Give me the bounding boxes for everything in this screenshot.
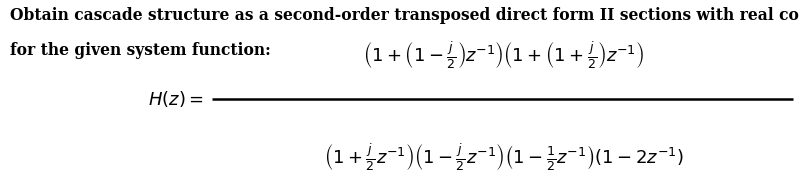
Text: $H(z) =$: $H(z) =$ [148, 89, 204, 109]
Text: $\left(1+\left(1-\frac{j}{2}\right)z^{-1}\right)\left(1+\left(1+\frac{j}{2}\righ: $\left(1+\left(1-\frac{j}{2}\right)z^{-1… [363, 39, 644, 71]
Text: Obtain cascade structure as a second-order transposed direct form II sections wi: Obtain cascade structure as a second-ord… [10, 7, 799, 24]
Text: for the given system function:: for the given system function: [10, 42, 270, 59]
Text: $\left(1+\frac{j}{2}z^{-1}\right)\left(1-\frac{j}{2}z^{-1}\right)\left(1-\frac{1: $\left(1+\frac{j}{2}z^{-1}\right)\left(1… [324, 142, 683, 173]
